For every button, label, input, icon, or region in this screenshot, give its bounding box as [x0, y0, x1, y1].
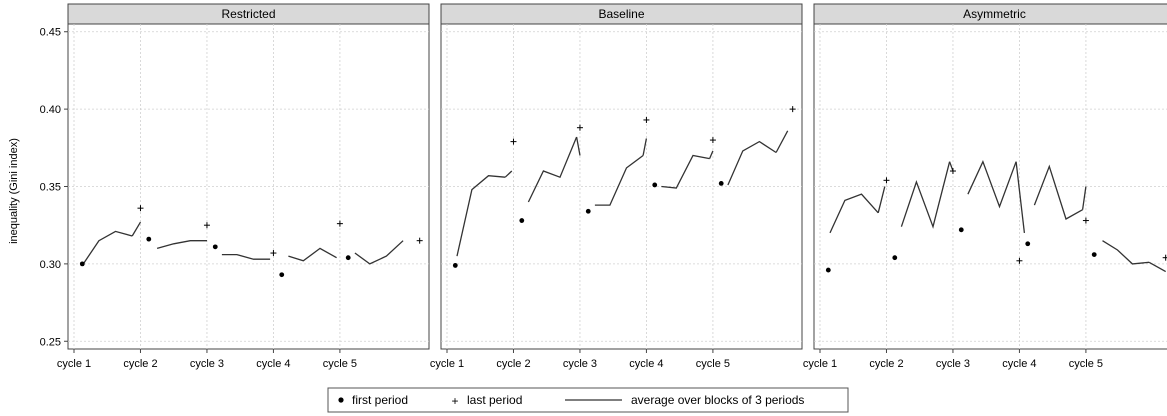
average-line-segment — [504, 170, 513, 178]
x-tick-label: cycle 1 — [57, 358, 91, 370]
last-period-point — [789, 106, 796, 113]
average-line-segment — [1102, 240, 1150, 265]
first-period-point — [718, 181, 724, 186]
first-period-point — [519, 218, 525, 223]
last-period-point — [270, 250, 277, 257]
x-tick-label: cycle 3 — [190, 358, 224, 370]
average-line-segment — [81, 230, 133, 266]
legend-last-period-marker: + — [451, 394, 458, 408]
legend-last-period-label: last period — [467, 393, 522, 407]
last-period-point — [949, 168, 956, 175]
first-period-point — [79, 261, 85, 267]
last-period-point — [416, 237, 423, 244]
x-tick-label: cycle 4 — [629, 358, 663, 370]
x-tick-label: cycle 3 — [936, 358, 970, 370]
average-line-segment — [131, 221, 142, 237]
last-period-point — [1162, 254, 1167, 261]
last-period-point — [203, 222, 210, 229]
last-period-point — [1082, 217, 1089, 224]
first-period-point — [652, 182, 658, 188]
panel-restricted: Restricted cycle 1 cycle 2 cycle 3 cycle 4 cy… — [40, 3, 430, 370]
legend-average-label: average over blocks of 3 periods — [631, 393, 804, 407]
last-period-point — [510, 138, 517, 145]
average-line-segment — [967, 160, 1017, 209]
average-line-segment — [575, 136, 581, 156]
x-tick-label: cycle 5 — [696, 358, 730, 370]
average-line-segment — [709, 150, 714, 159]
average-line-segment — [727, 140, 777, 186]
y-tick-label: 0.35 — [40, 182, 61, 194]
average-line-segment — [594, 154, 644, 206]
x-tick-label: cycle 1 — [430, 358, 464, 370]
x-tick-label: cycle 4 — [256, 358, 290, 370]
x-tick-label: cycle 3 — [563, 358, 597, 370]
panel-asymmetric: Asymmetric cycle 1 cycle 2 cycle 3 cycle 4 cy… — [803, 3, 1167, 370]
x-tick-label: cycle 5 — [323, 358, 357, 370]
legend: first period + last period average over … — [327, 387, 849, 413]
panel-baseline: Baseline cycle 1 cycle 2 cycle 3 cycle 4 cycl… — [430, 3, 803, 370]
x-tick-label: cycle 4 — [1002, 358, 1036, 370]
first-period-point — [892, 255, 898, 261]
average-line-segment — [1148, 261, 1167, 273]
x-tick-label: cycle 2 — [123, 358, 157, 370]
average-line-segment — [661, 154, 710, 189]
first-period-point — [585, 208, 591, 214]
first-period-point — [1025, 241, 1031, 247]
average-line-segment — [527, 136, 578, 203]
last-period-point — [576, 124, 583, 131]
panel-title: Baseline — [598, 7, 644, 21]
average-line-segment — [775, 130, 789, 153]
last-period-point — [883, 177, 890, 184]
average-line-segment — [354, 240, 404, 265]
average-line-segment — [829, 193, 879, 234]
first-period-point — [1091, 252, 1097, 257]
average-line-segment — [456, 175, 506, 257]
first-period-point — [279, 272, 285, 278]
average-line-segment — [900, 161, 951, 229]
average-line-segment — [288, 247, 337, 262]
first-period-point — [452, 263, 458, 268]
x-tick-label: cycle 2 — [496, 358, 530, 370]
x-tick-label: cycle 5 — [1069, 358, 1103, 370]
first-period-point — [146, 236, 152, 242]
average-line-segment — [1015, 161, 1026, 233]
last-period-point — [137, 205, 144, 212]
first-period-point — [345, 255, 351, 261]
last-period-point — [709, 137, 716, 144]
first-period-point — [212, 244, 218, 250]
average-line-segment — [221, 253, 271, 260]
legend-first-period-label: first period — [352, 393, 408, 407]
average-line-segment — [156, 240, 207, 250]
y-axis-label: inequality (Gini index) — [8, 138, 20, 244]
last-period-point — [1016, 257, 1023, 264]
average-line-segment — [877, 186, 886, 213]
panel-title: Asymmetric — [963, 7, 1026, 21]
legend-first-period-marker — [338, 397, 344, 403]
last-period-point — [643, 116, 650, 123]
average-line-segment — [948, 161, 954, 172]
y-tick-label: 0.45 — [40, 27, 61, 39]
average-line-segment — [1081, 186, 1087, 210]
y-tick-label: 0.25 — [40, 336, 61, 348]
y-tick-label: 0.30 — [40, 259, 61, 271]
x-tick-label: cycle 2 — [869, 358, 903, 370]
average-line-segment — [642, 138, 648, 156]
first-period-point — [958, 227, 964, 233]
panel-title: Restricted — [221, 7, 275, 21]
first-period-point — [825, 267, 831, 273]
x-tick-label: cycle 1 — [803, 358, 837, 370]
last-period-point — [336, 220, 343, 227]
average-line-segment — [1033, 164, 1083, 220]
panels: Restricted cycle 1 cycle 2 cycle 3 cycle 4 cy… — [40, 3, 1167, 370]
y-tick-label: 0.40 — [40, 104, 61, 116]
